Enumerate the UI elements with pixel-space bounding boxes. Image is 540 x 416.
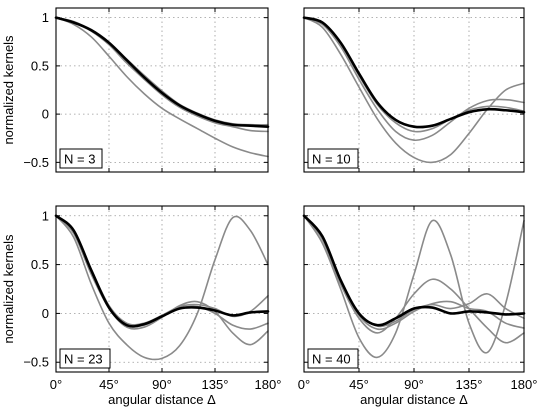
panel-label-box bbox=[307, 148, 359, 169]
panel-label: N = 40 bbox=[312, 352, 351, 367]
series-line-1 bbox=[303, 214, 525, 359]
y-tick-label: 0.5 bbox=[31, 58, 49, 73]
x-tick-label: 0° bbox=[50, 377, 62, 392]
panel-label: N = 3 bbox=[64, 152, 95, 167]
series-line-2 bbox=[55, 214, 269, 346]
panel-3: −0.5 0 0.5 1 0° 45° 90° 135° 180° normalized kern… bbox=[1, 205, 282, 407]
panel-label-box bbox=[307, 348, 359, 369]
y-axis-title: normalized kernels bbox=[1, 35, 16, 145]
series-line-1 bbox=[55, 214, 269, 361]
series-line-reference bbox=[302, 214, 526, 327]
series-line-3 bbox=[303, 16, 525, 133]
panel-1: −0.5 0 0.5 1 normalized kernels N = 3 bbox=[1, 7, 270, 173]
x-tick-label: 90° bbox=[152, 377, 172, 392]
x-tick-label: 45° bbox=[349, 377, 369, 392]
panel-4: 0° 45° 90° 135° 180° angular distance Δ N = 40 bbox=[298, 205, 538, 407]
y-tick-label: 0 bbox=[42, 107, 49, 122]
series-line-reference bbox=[302, 16, 526, 129]
y-tick-label: 1 bbox=[42, 10, 49, 25]
series-line-reference bbox=[54, 16, 270, 128]
plot-frame bbox=[55, 205, 269, 373]
series-line-2 bbox=[303, 214, 525, 344]
panel-2: N = 10 bbox=[302, 7, 526, 173]
y-axis-title: normalized kernels bbox=[1, 234, 16, 344]
x-tick-label: 180° bbox=[511, 377, 538, 392]
panel-label: N = 10 bbox=[312, 152, 351, 167]
chart-panels: −0.5 0 0.5 1 normalized kernels N = 3 N = 10 −0… bbox=[1, 7, 538, 407]
x-tick-label: 0° bbox=[298, 377, 310, 392]
x-tick-label: 45° bbox=[99, 377, 119, 392]
x-axis-title: angular distance Δ bbox=[108, 392, 216, 407]
panel-label-box bbox=[59, 148, 103, 169]
series-line-2 bbox=[303, 16, 525, 142]
y-tick-label: −0.5 bbox=[23, 355, 49, 370]
y-tick-label: −0.5 bbox=[23, 155, 49, 170]
panel-label-box bbox=[59, 348, 111, 369]
series-line-reference bbox=[54, 214, 270, 328]
x-axis-title: angular distance Δ bbox=[360, 392, 468, 407]
series-line-1 bbox=[55, 16, 269, 158]
panel-label: N = 23 bbox=[64, 352, 103, 367]
y-tick-label: 1 bbox=[42, 208, 49, 223]
x-tick-label: 90° bbox=[404, 377, 424, 392]
y-tick-label: 0 bbox=[42, 306, 49, 321]
x-tick-label: 135° bbox=[456, 377, 483, 392]
x-tick-label: 135° bbox=[202, 377, 229, 392]
x-tick-label: 180° bbox=[255, 377, 282, 392]
y-tick-label: 0.5 bbox=[31, 257, 49, 272]
